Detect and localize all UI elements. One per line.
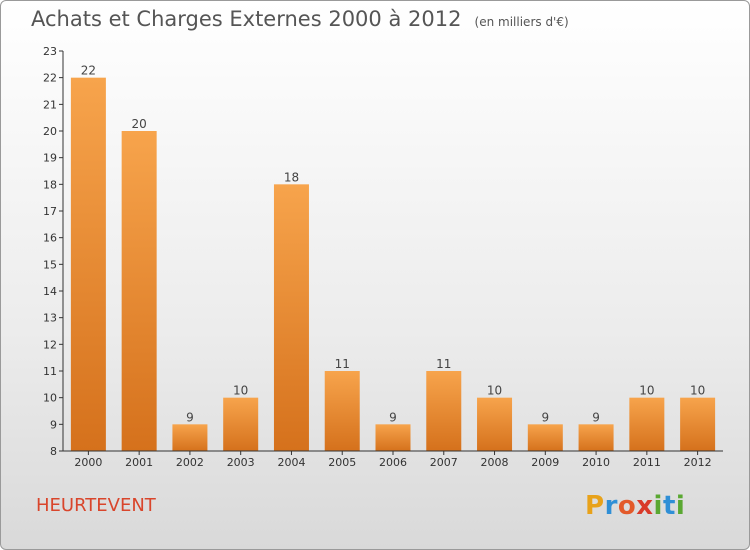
logo-letter: o xyxy=(617,491,637,521)
logo-letter: x xyxy=(636,491,654,521)
bar xyxy=(527,424,563,451)
data-label: 9 xyxy=(389,410,397,424)
chart-unit: (en milliers d'€) xyxy=(474,15,569,29)
bar xyxy=(578,424,614,451)
data-label: 10 xyxy=(233,384,248,398)
data-label: 10 xyxy=(487,384,502,398)
x-tick-label: 2002 xyxy=(176,456,204,469)
y-tick-label: 12 xyxy=(43,338,57,351)
y-tick-label: 18 xyxy=(43,178,57,191)
commune-name: HEURTEVENT xyxy=(36,495,156,516)
bar xyxy=(324,371,360,451)
logo-letter: i xyxy=(653,491,663,521)
bar xyxy=(121,131,157,451)
y-tick-label: 23 xyxy=(43,45,57,58)
logo-letter: t xyxy=(662,491,676,521)
data-label: 9 xyxy=(592,410,600,424)
y-tick-label: 15 xyxy=(43,258,57,271)
x-tick-label: 2001 xyxy=(125,456,153,469)
bar xyxy=(426,371,462,451)
data-label: 18 xyxy=(284,170,299,184)
y-tick-label: 9 xyxy=(50,418,57,431)
bar xyxy=(680,397,716,451)
data-label: 9 xyxy=(541,410,549,424)
bar xyxy=(223,397,259,451)
y-tick-label: 14 xyxy=(43,285,57,298)
x-tick-label: 2004 xyxy=(277,456,305,469)
bar xyxy=(172,424,208,451)
x-tick-label: 2009 xyxy=(531,456,559,469)
x-tick-label: 2007 xyxy=(430,456,458,469)
x-tick-label: 2006 xyxy=(379,456,407,469)
axes-group: 2000 2001 2002 2003 2004 2005 2006 2007 2008 2009… xyxy=(43,45,723,469)
y-tick-label: 16 xyxy=(43,232,57,245)
y-tick-label: 11 xyxy=(43,365,57,378)
proxiti-logo: Proxiti xyxy=(585,491,685,521)
chart-title: Achats et Charges Externes 2000 à 2012 (… xyxy=(31,7,569,31)
logo-letter: P xyxy=(585,491,605,521)
data-label: 11 xyxy=(436,357,451,371)
y-tick-label: 19 xyxy=(43,152,57,165)
x-tick-label: 2005 xyxy=(328,456,356,469)
bars-group: 22 20 9 10 18 11 9 11 10 9 9 10 10 xyxy=(70,64,716,452)
y-tick-label: 13 xyxy=(43,312,57,325)
x-tick-label: 2003 xyxy=(227,456,255,469)
y-tick-label: 21 xyxy=(43,98,57,111)
bar xyxy=(375,424,411,451)
y-tick-label: 8 xyxy=(50,445,57,458)
x-tick-label: 2012 xyxy=(684,456,712,469)
bar xyxy=(477,397,513,451)
data-label: 20 xyxy=(132,117,147,131)
data-label: 9 xyxy=(186,410,194,424)
data-label: 11 xyxy=(335,357,350,371)
x-tick-label: 2008 xyxy=(481,456,509,469)
data-label: 22 xyxy=(81,64,96,78)
y-tick-label: 17 xyxy=(43,205,57,218)
y-tick-label: 10 xyxy=(43,392,57,405)
x-tick-label: 2010 xyxy=(582,456,610,469)
data-label: 10 xyxy=(690,384,705,398)
logo-letter: i xyxy=(675,491,686,521)
bar xyxy=(70,77,106,452)
x-tick-label: 2011 xyxy=(633,456,661,469)
chart-title-text: Achats et Charges Externes 2000 à 2012 xyxy=(31,7,462,31)
logo-letter: r xyxy=(604,491,618,521)
bar xyxy=(629,397,665,451)
bar xyxy=(273,184,309,452)
y-tick-label: 20 xyxy=(43,125,57,138)
data-label: 10 xyxy=(639,384,654,398)
y-tick-label: 22 xyxy=(43,72,57,85)
x-tick-label: 2000 xyxy=(74,456,102,469)
